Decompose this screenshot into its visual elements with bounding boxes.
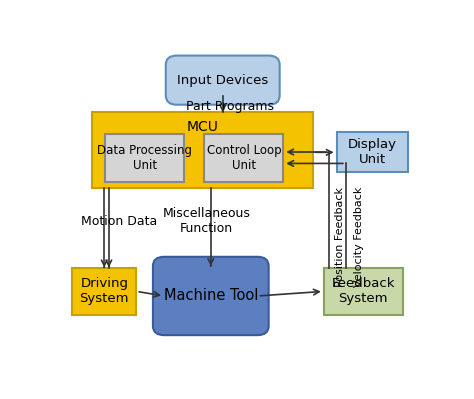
FancyBboxPatch shape	[337, 132, 408, 172]
Text: MCU: MCU	[187, 120, 219, 134]
Text: Miscellaneous
Function: Miscellaneous Function	[162, 207, 250, 235]
Text: Part Programs: Part Programs	[186, 100, 274, 113]
Text: Data Processing
Unit: Data Processing Unit	[97, 144, 192, 172]
FancyBboxPatch shape	[324, 268, 403, 315]
Text: Display
Unit: Display Unit	[348, 138, 397, 166]
FancyBboxPatch shape	[72, 268, 137, 315]
Text: Feedback
System: Feedback System	[331, 277, 395, 305]
FancyBboxPatch shape	[92, 113, 313, 188]
Text: Driving
System: Driving System	[80, 277, 129, 305]
Text: Control Loop
Unit: Control Loop Unit	[207, 144, 281, 172]
Text: Machine Tool: Machine Tool	[164, 288, 258, 304]
Text: Velocity Feedback: Velocity Feedback	[354, 187, 364, 287]
FancyBboxPatch shape	[166, 55, 280, 105]
Text: Input Devices: Input Devices	[177, 74, 268, 87]
FancyBboxPatch shape	[204, 134, 283, 182]
Text: Position Feedback: Position Feedback	[335, 187, 345, 287]
FancyBboxPatch shape	[105, 134, 184, 182]
Text: Motion Data: Motion Data	[82, 215, 157, 228]
FancyBboxPatch shape	[153, 257, 269, 335]
